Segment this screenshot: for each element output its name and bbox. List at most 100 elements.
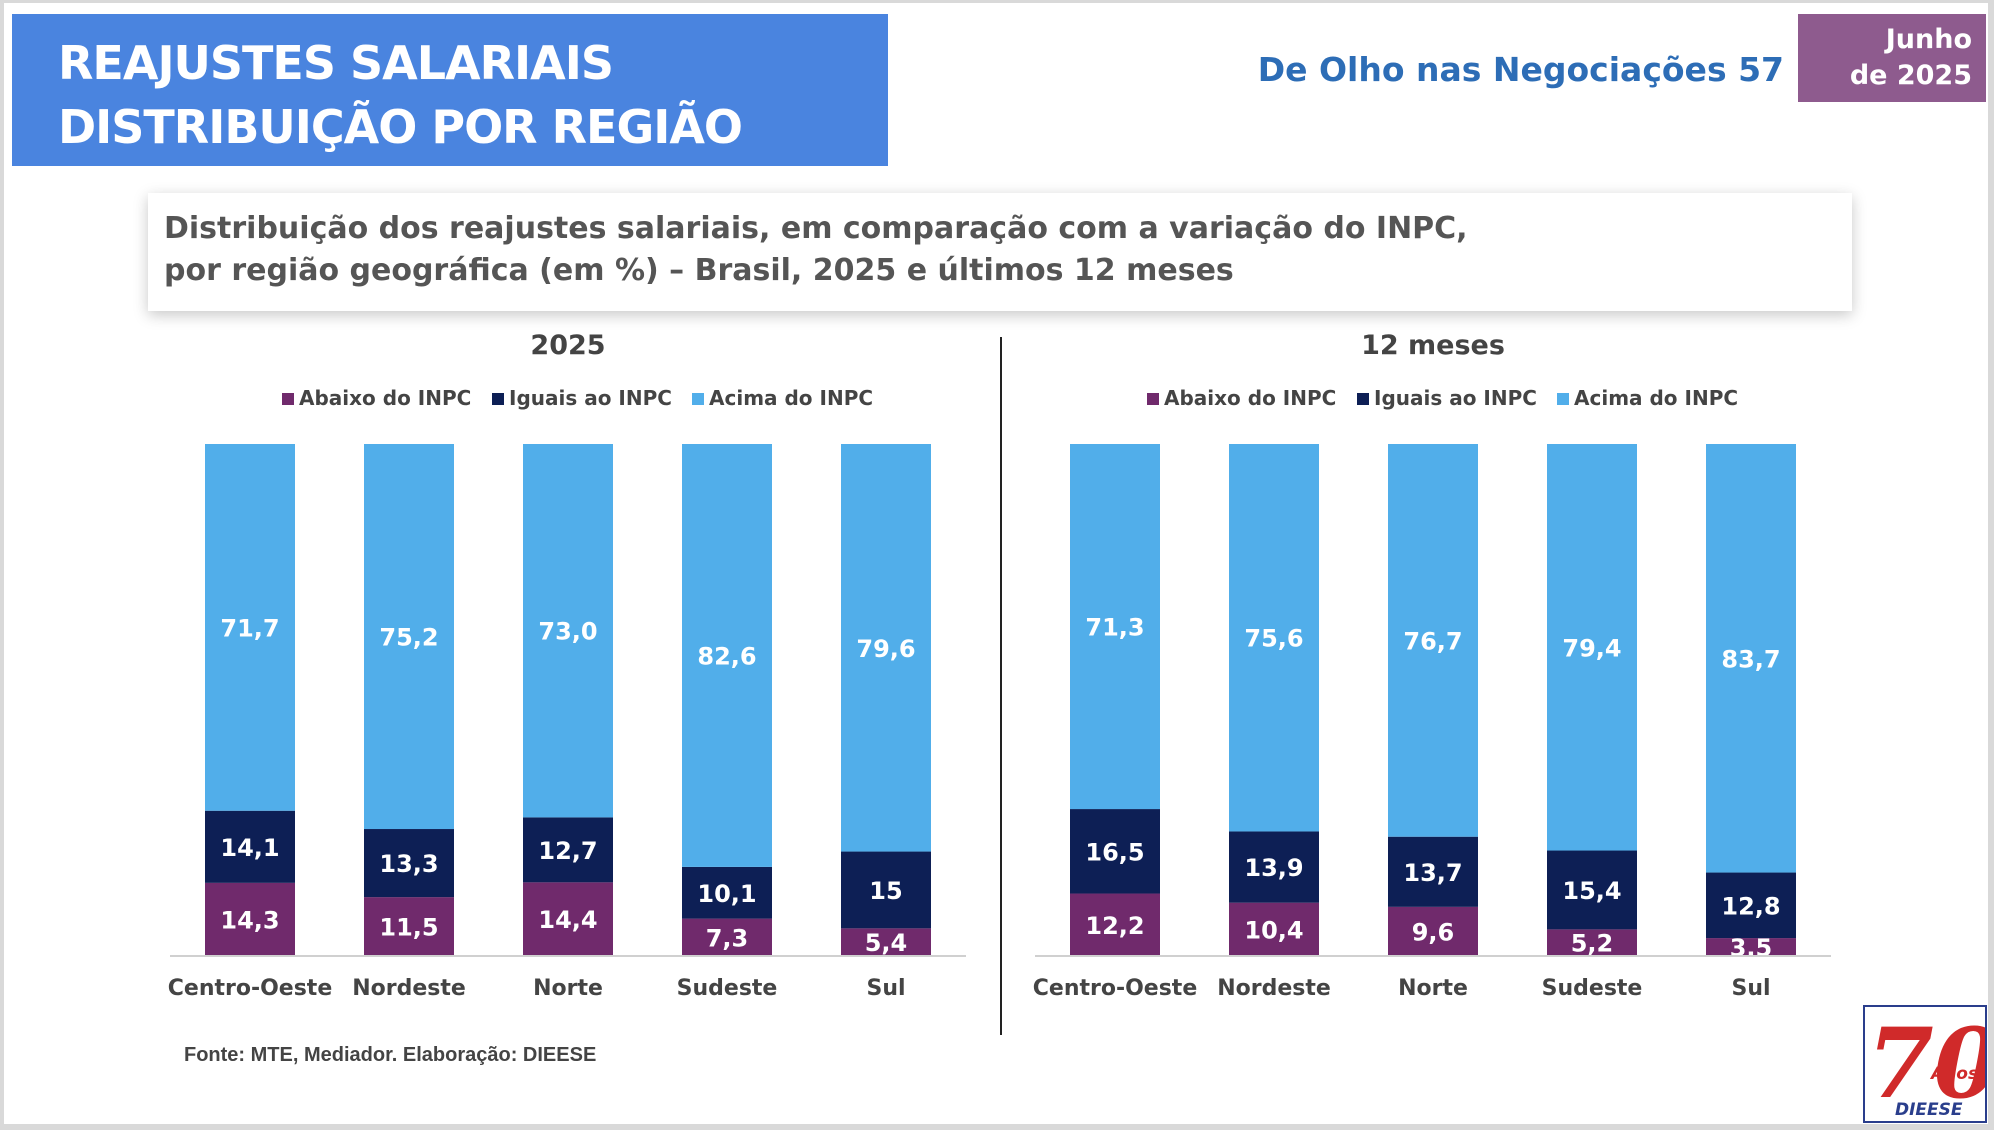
chart-2025-data-label: 11,5: [379, 914, 438, 942]
chart-12-meses-title: 12 meses: [1361, 330, 1505, 361]
title-banner: REAJUSTES SALARIAIS DISTRIBUIÇÃO POR REG…: [12, 14, 888, 166]
chart-12-meses-data-label: 5,2: [1571, 930, 1614, 958]
chart-2025-bar-segment: [364, 897, 454, 956]
dieese-70-anos-logo: 70 Anos DIEESE: [1863, 1005, 1994, 1123]
chart-2025-bar-segment: [682, 866, 772, 919]
chart-2025-data-label: 15: [869, 877, 902, 905]
chart-12-meses-data-label: 12,8: [1721, 892, 1780, 920]
chart-2025-legend-label: Acima do INPC: [709, 386, 873, 410]
svg-text:DIEESE: DIEESE: [1895, 1100, 1963, 1120]
svg-text:70: 70: [1867, 1007, 1985, 1120]
chart-12-meses-data-label: 76,7: [1403, 627, 1462, 655]
chart-12-meses-data-label: 12,2: [1085, 912, 1144, 940]
chart-2025-data-label: 14,3: [220, 906, 279, 934]
chart-2025-category-label: Nordeste: [352, 976, 466, 1001]
chart-12-meses-data-label: 10,4: [1244, 916, 1303, 944]
chart-12-meses-data-label: 71,3: [1085, 614, 1144, 642]
chart-2025-data-label: 14,4: [538, 906, 597, 934]
chart-12-meses-bar-segment: [1388, 906, 1478, 956]
chart-2025-data-label: 79,6: [856, 635, 915, 663]
chart-12-meses-legend-swatch: [1557, 393, 1569, 405]
chart-2025-legend-swatch: [282, 393, 294, 405]
chart-12-meses-bar-segment: [1706, 938, 1796, 956]
chart-2025-data-label: 14,1: [220, 834, 279, 862]
chart-12-meses-data-label: 83,7: [1721, 645, 1780, 673]
chart-12-meses-data-label: 79,4: [1562, 634, 1621, 662]
publication-name: De Olho nas Negociações 57: [1257, 50, 1784, 89]
chart-12-meses-category-label: Norte: [1398, 976, 1468, 1001]
chart-2025-bar-segment: [682, 918, 772, 956]
chart-12-meses-category-label: Sul: [1731, 976, 1770, 1001]
chart-2025-legend-swatch: [492, 393, 504, 405]
chart-2025-bar-segment: [523, 882, 613, 956]
chart-2025-category-label: Sul: [866, 976, 905, 1001]
chart-2025-data-label: 12,7: [538, 837, 597, 865]
date-year: de 2025: [1849, 60, 1972, 91]
chart-12-meses-bar-segment: [1388, 444, 1478, 837]
chart-12-meses-data-label: 16,5: [1085, 838, 1144, 866]
chart-2025-bar-segment: [205, 810, 295, 883]
chart-12-meses-bar-segment: [1547, 444, 1637, 851]
chart-12-meses-category-label: Sudeste: [1542, 976, 1643, 1001]
chart-12-meses-data-label: 9,6: [1412, 918, 1455, 946]
source-note: Fonte: MTE, Mediador. Elaboração: DIEESE: [184, 1044, 597, 1066]
svg-text:Anos: Anos: [1929, 1064, 1978, 1084]
chart-12-meses-data-label: 13,9: [1244, 854, 1303, 882]
chart-2025-data-label: 7,3: [706, 924, 749, 952]
chart-2025-legend-swatch: [692, 393, 704, 405]
chart-12-meses-bar-segment: [1547, 850, 1637, 930]
chart-2025-category-label: Centro-Oeste: [168, 976, 333, 1001]
chart-12-meses-bar-segment: [1070, 809, 1160, 894]
date-badge: Junho de 2025: [1798, 14, 1986, 102]
chart-12-meses-bar-segment: [1229, 831, 1319, 903]
chart-12-meses-bar-segment: [1229, 902, 1319, 956]
chart-2025-bar-segment: [841, 444, 931, 852]
chart-12-meses-data-label: 3,5: [1730, 934, 1773, 962]
chart-12-meses-bar-segment: [1070, 893, 1160, 956]
chart-12-meses-legend-swatch: [1147, 393, 1159, 405]
chart-12-meses-bar-segment: [1706, 872, 1796, 939]
chart-2025-data-label: 5,4: [865, 929, 908, 957]
chart-12-meses-data-label: 13,7: [1403, 859, 1462, 887]
chart-12-meses-legend-label: Iguais ao INPC: [1374, 386, 1537, 410]
chart-2025-data-label: 75,2: [379, 624, 438, 652]
chart-2025-data-label: 10,1: [697, 880, 756, 908]
chart-2025-data-label: 82,6: [697, 642, 756, 670]
chart-2025-legend-label: Abaixo do INPC: [299, 386, 471, 410]
chart-12-meses-bar-segment: [1547, 929, 1637, 956]
chart-2025-data-label: 13,3: [379, 850, 438, 878]
chart-2025-bar-segment: [205, 882, 295, 956]
chart-2025-bar-segment: [523, 444, 613, 818]
subtitle-line-1: Distribuição dos reajustes salariais, em…: [164, 211, 1468, 246]
chart-12-meses-legend-swatch: [1357, 393, 1369, 405]
chart-12-meses-bar-segment: [1388, 836, 1478, 907]
chart-2025-category-label: Sudeste: [677, 976, 778, 1001]
chart-12-meses-bar-segment: [1706, 444, 1796, 873]
chart-subtitle-box: Distribuição dos reajustes salariais, em…: [148, 193, 1852, 311]
title-line-1: REAJUSTES SALARIAIS: [58, 36, 614, 90]
chart-12-meses-bar-segment: [1070, 444, 1160, 810]
chart-2025-data-label: 71,7: [220, 614, 279, 642]
chart-12-meses-data-label: 15,4: [1562, 877, 1621, 905]
chart-2025-bar-segment: [364, 829, 454, 898]
date-month: Junho: [1885, 24, 1972, 55]
chart-2025-bar-segment: [523, 817, 613, 883]
chart-2025-title: 2025: [530, 330, 605, 361]
chart-12-meses-category-label: Nordeste: [1217, 976, 1331, 1001]
chart-12-meses-legend-label: Abaixo do INPC: [1164, 386, 1336, 410]
chart-12-meses-category-label: Centro-Oeste: [1033, 976, 1198, 1001]
title-line-2: DISTRIBUIÇÃO POR REGIÃO: [58, 100, 743, 154]
subtitle-line-2: por região geográfica (em %) – Brasil, 2…: [164, 253, 1234, 288]
chart-2025-legend-label: Iguais ao INPC: [509, 386, 672, 410]
chart-2025-bar-segment: [841, 851, 931, 929]
chart-2025-bar-segment: [364, 444, 454, 830]
chart-2025-bar-segment: [205, 444, 295, 811]
chart-12-meses-legend-label: Acima do INPC: [1574, 386, 1738, 410]
chart-2025-bar-segment: [682, 444, 772, 867]
chart-12-meses-bar-segment: [1229, 444, 1319, 832]
chart-2025-bar-segment: [841, 928, 931, 956]
chart-2025-data-label: 73,0: [538, 618, 597, 646]
chart-12-meses-data-label: 75,6: [1244, 625, 1303, 653]
